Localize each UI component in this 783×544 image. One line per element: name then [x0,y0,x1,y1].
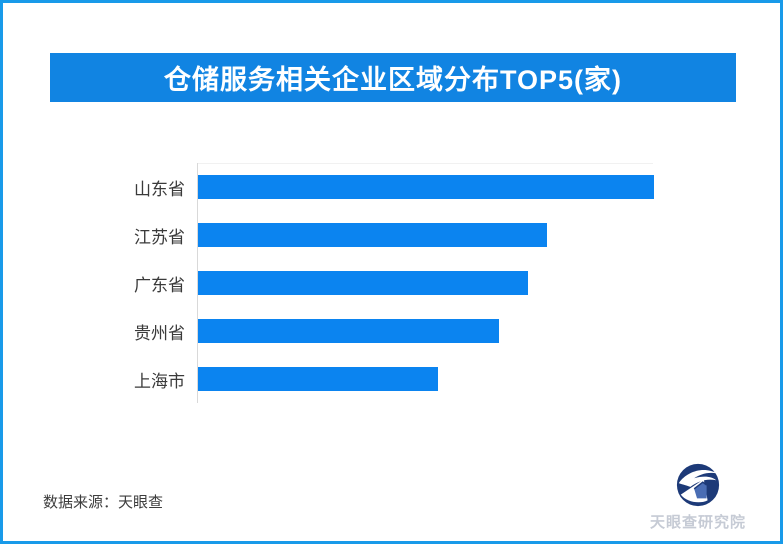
logo-caption: 天眼查研究院 [649,514,746,531]
bar-track [197,175,654,199]
category-label: 山东省 [134,179,185,199]
category-label: 上海市 [134,371,185,391]
bar-row-4: 贵州省 [40,307,653,355]
title-banner: 仓储服务相关企业区域分布TOP5(家) [50,53,736,102]
bar-row-1: 山东省 [40,163,654,211]
brand-logo-block: 天眼查研究院 [648,462,748,532]
bar-山东省 [198,175,654,199]
bar-track [197,223,653,247]
bar-track [197,319,653,343]
bar-广东省 [198,271,528,295]
data-source-label: 数据来源：天眼查 [43,494,164,511]
chart-title: 仓储服务相关企业区域分布TOP5(家) [163,65,622,95]
bar-江苏省 [198,223,547,247]
bar-track [197,271,653,295]
category-label: 贵州省 [134,323,185,343]
category-label: 江苏省 [134,227,185,247]
bar-row-2: 江苏省 [40,211,653,259]
bar-chart: 山东省江苏省广东省贵州省上海市 [40,163,654,403]
y-axis-line [197,163,198,403]
category-label: 广东省 [134,275,185,295]
bar-row-3: 广东省 [40,259,653,307]
plot-top-border [197,163,653,164]
bar-track [197,367,653,391]
bar-贵州省 [198,319,499,343]
bar-上海市 [198,367,438,391]
tianyancha-logo-icon [676,463,720,507]
bar-row-5: 上海市 [40,355,653,403]
